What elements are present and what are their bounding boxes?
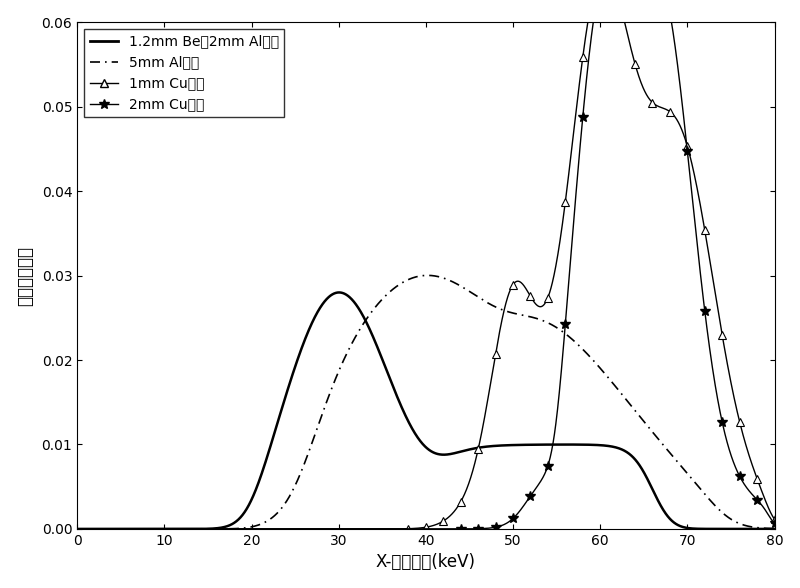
- Legend: 1.2mm Be和2mm Al内滤, 5mm Al外滤, 1mm Cu外滤, 2mm Cu外滤: 1.2mm Be和2mm Al内滤, 5mm Al外滤, 1mm Cu外滤, 2…: [84, 29, 284, 117]
- X-axis label: X-射线能量(keV): X-射线能量(keV): [376, 553, 476, 572]
- Y-axis label: 归一化输出值: 归一化输出值: [17, 246, 34, 306]
